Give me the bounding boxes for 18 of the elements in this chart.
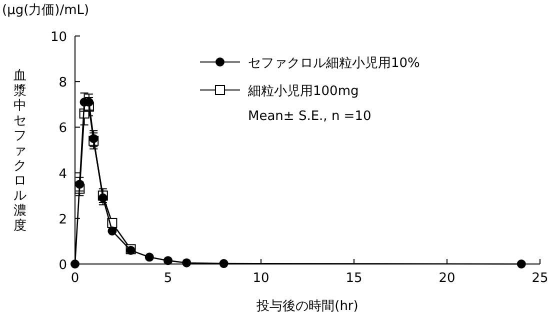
- legend-label: セファクロル細粒小児用10%: [248, 56, 420, 71]
- y-tick-label: 6: [58, 121, 67, 136]
- x-tick-label: 10: [252, 271, 270, 286]
- legend-label: 細粒小児用100mg: [247, 84, 359, 99]
- x-tick-label: 0: [70, 271, 80, 286]
- x-tick-label: 15: [346, 271, 362, 286]
- x-tick-label: 25: [532, 271, 548, 286]
- x-axis-title: 投与後の時間(hr): [256, 299, 358, 314]
- x-tick-label: 20: [438, 271, 456, 286]
- y-tick-label: 8: [58, 76, 67, 91]
- y-tick-label: 2: [58, 212, 67, 228]
- y-tick-label: 0: [58, 258, 67, 273]
- x-tick-label: 5: [164, 271, 172, 286]
- y-tick-label: 10: [50, 30, 67, 45]
- annotation: Mean± S.E., n =10: [248, 109, 372, 124]
- text: (μg(力価)/mL): [2, 3, 90, 18]
- y-tick-label: 4: [58, 166, 67, 182]
- text: 血漿中セファクロル濃度: [14, 68, 26, 234]
